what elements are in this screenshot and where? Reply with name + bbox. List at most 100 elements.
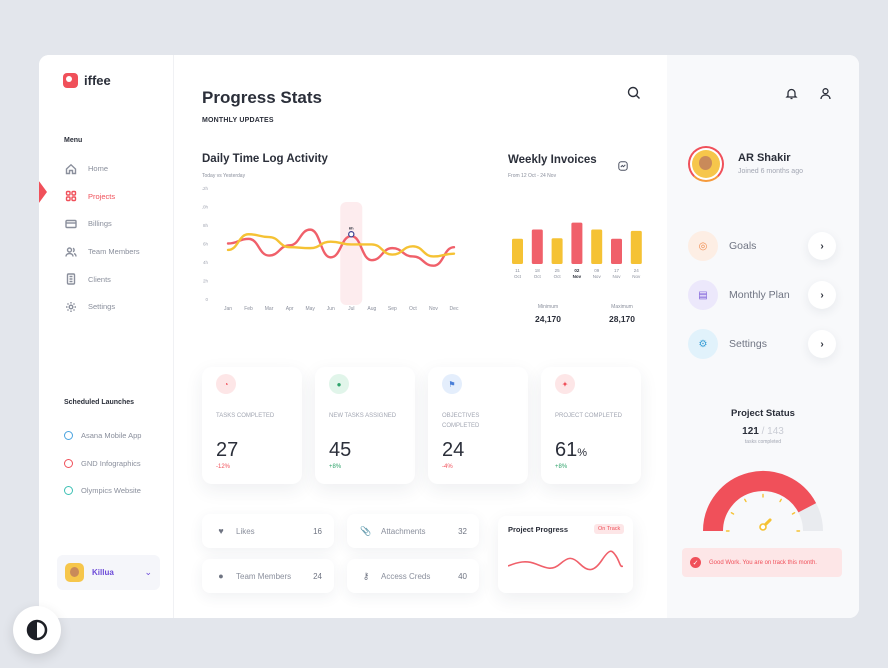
x-tick-label: May (305, 306, 315, 312)
contrast-icon (26, 619, 48, 641)
time-log-title: Daily Time Log Activity (202, 153, 328, 165)
chevron-right-icon[interactable]: › (808, 330, 836, 358)
scheduled-list: Asana Mobile App GND Infographics Olympi… (64, 422, 141, 505)
home-icon (65, 163, 77, 174)
invoices-subtitle: From 12 Oct - 24 Nov (508, 173, 557, 179)
leaf-icon: ● (329, 374, 349, 394)
page-subtitle: MONTHLY UPDATES (202, 117, 274, 124)
highlight-point (348, 231, 355, 238)
sidebar-item-home[interactable]: Home (65, 155, 140, 183)
profile-name: AR Shakir (738, 152, 791, 164)
x-tick-label: Nov (632, 274, 641, 279)
menu-title: Menu (64, 137, 83, 144)
y-tick-label: 6h (203, 242, 209, 247)
stat-card-project-completed[interactable]: ✦ PROJECT COMPLETED 61% +8% (541, 367, 641, 484)
highlight-band (340, 202, 363, 305)
right-panel: AR Shakir Joined 6 months ago ◎ Goals › … (667, 55, 859, 618)
mini-card-access-creds[interactable]: ⚷ Access Creds 40 (347, 559, 479, 593)
sidebar-item-billings[interactable]: Billings (65, 210, 140, 238)
y-tick-label: 0 (205, 297, 208, 302)
bar (630, 230, 642, 264)
paperclip-icon: 📎 (360, 525, 372, 536)
user-switcher[interactable]: Killua ⌄ (57, 555, 160, 590)
x-tick-label: Aug (367, 306, 376, 312)
nav-monthly-plan[interactable]: ▤ Monthly Plan › (688, 280, 836, 310)
gauge-tick (779, 498, 782, 503)
nav-settings[interactable]: ⚙ Settings › (688, 329, 836, 359)
app-window: iffee Menu Home Projects Billings Team M… (39, 55, 859, 618)
project-status-title: Project Status (731, 408, 795, 419)
time-log-chart: 0 2h 4h 6h 8h 10h 12h Jan Feb Mar Apr May Jun Jul Aug S… (202, 186, 459, 312)
status-gauge (703, 471, 823, 532)
avatar[interactable] (688, 146, 724, 182)
sparkle-icon: ✦ (555, 374, 575, 394)
mini-card-attachments[interactable]: 📎 Attachments 32 (347, 514, 479, 548)
main-content: Progress Stats MONTHLY UPDATES Daily Tim… (174, 55, 667, 618)
mini-card-likes[interactable]: ♥ Likes 16 (202, 514, 334, 548)
x-tick-label: Nov (593, 274, 602, 279)
scheduled-item[interactable]: Asana Mobile App (64, 422, 141, 450)
gear-icon (66, 301, 76, 312)
status-badge: On Track (594, 524, 625, 534)
scheduled-title: Scheduled Launches (64, 399, 135, 406)
x-tick-label: Oct (514, 274, 522, 279)
gauge-tick (730, 512, 735, 515)
invoices-max: Maximum 28,170 (609, 304, 635, 324)
mini-card-team-members[interactable]: ● Team Members 24 (202, 559, 334, 593)
x-tick-label: 18 (535, 268, 541, 273)
chevron-right-icon[interactable]: › (808, 232, 836, 260)
y-tick-label: 10h (202, 205, 208, 210)
logo[interactable]: iffee (63, 73, 111, 88)
sidebar-item-projects[interactable]: Projects (65, 183, 140, 211)
bar (551, 238, 563, 264)
chart-icon[interactable] (618, 161, 628, 171)
gauge-hub (759, 523, 767, 531)
x-tick-label: Nov (573, 274, 582, 279)
theme-toggle-button[interactable] (13, 606, 61, 654)
x-tick-label: 09 (594, 268, 600, 273)
chevron-right-icon[interactable]: › (808, 281, 836, 309)
sidebar-item-team-members[interactable]: Team Members (65, 238, 140, 266)
nav-goals[interactable]: ◎ Goals › (688, 231, 836, 261)
sidebar-item-settings[interactable]: Settings (65, 293, 140, 321)
scheduled-item[interactable]: Olympics Website (64, 477, 141, 505)
invoices-min: Minimum 24,170 (535, 304, 561, 324)
gauge-tick (791, 512, 796, 515)
search-icon[interactable] (627, 86, 641, 100)
x-tick-label: Jun (327, 306, 335, 312)
x-tick-label: 24 (634, 268, 640, 273)
chevron-down-icon: ⌄ (144, 567, 152, 577)
flag-icon: ⚑ (442, 374, 462, 394)
x-tick-label: 25 (555, 268, 561, 273)
y-tick-label: 8h (203, 223, 209, 228)
circle-icon (64, 431, 73, 441)
calendar-icon: ▤ (688, 280, 718, 310)
user-icon[interactable] (819, 87, 832, 100)
series-line (226, 228, 456, 267)
stat-card-objectives[interactable]: ⚑ OBJECTIVES COMPLETED 24 -4% (428, 367, 528, 484)
x-tick-label: Oct (534, 274, 542, 279)
circle-icon (64, 458, 73, 468)
x-tick-label: Oct (554, 274, 562, 279)
sidebar-item-clients[interactable]: Clients (65, 265, 140, 293)
check-icon: ✓ (690, 557, 701, 568)
x-tick-label: 11 (515, 268, 520, 273)
stat-card-tasks-completed[interactable]: ◔ TASKS COMPLETED 27 -12% (202, 367, 302, 484)
project-status-value: 121 / 143 (742, 426, 784, 437)
logo-icon (63, 73, 78, 88)
active-indicator (39, 173, 47, 211)
gauge-fill (703, 471, 817, 532)
user-name: Killua (92, 568, 114, 577)
person-icon: ● (218, 571, 224, 581)
sidebar-menu: Home Projects Billings Team Members Clie… (65, 155, 140, 321)
bar (611, 238, 622, 264)
highlight-label: 6h (349, 225, 354, 230)
x-tick-label: Jan (224, 306, 232, 312)
stat-card-new-tasks[interactable]: ● NEW TASKS ASSIGNED 45 +8% (315, 367, 415, 484)
bar (531, 229, 543, 264)
building-icon (66, 273, 76, 285)
scheduled-item[interactable]: GND Infographics (64, 450, 141, 478)
bell-icon[interactable] (785, 87, 798, 100)
project-progress-card[interactable]: Project Progress On Track (498, 516, 633, 593)
